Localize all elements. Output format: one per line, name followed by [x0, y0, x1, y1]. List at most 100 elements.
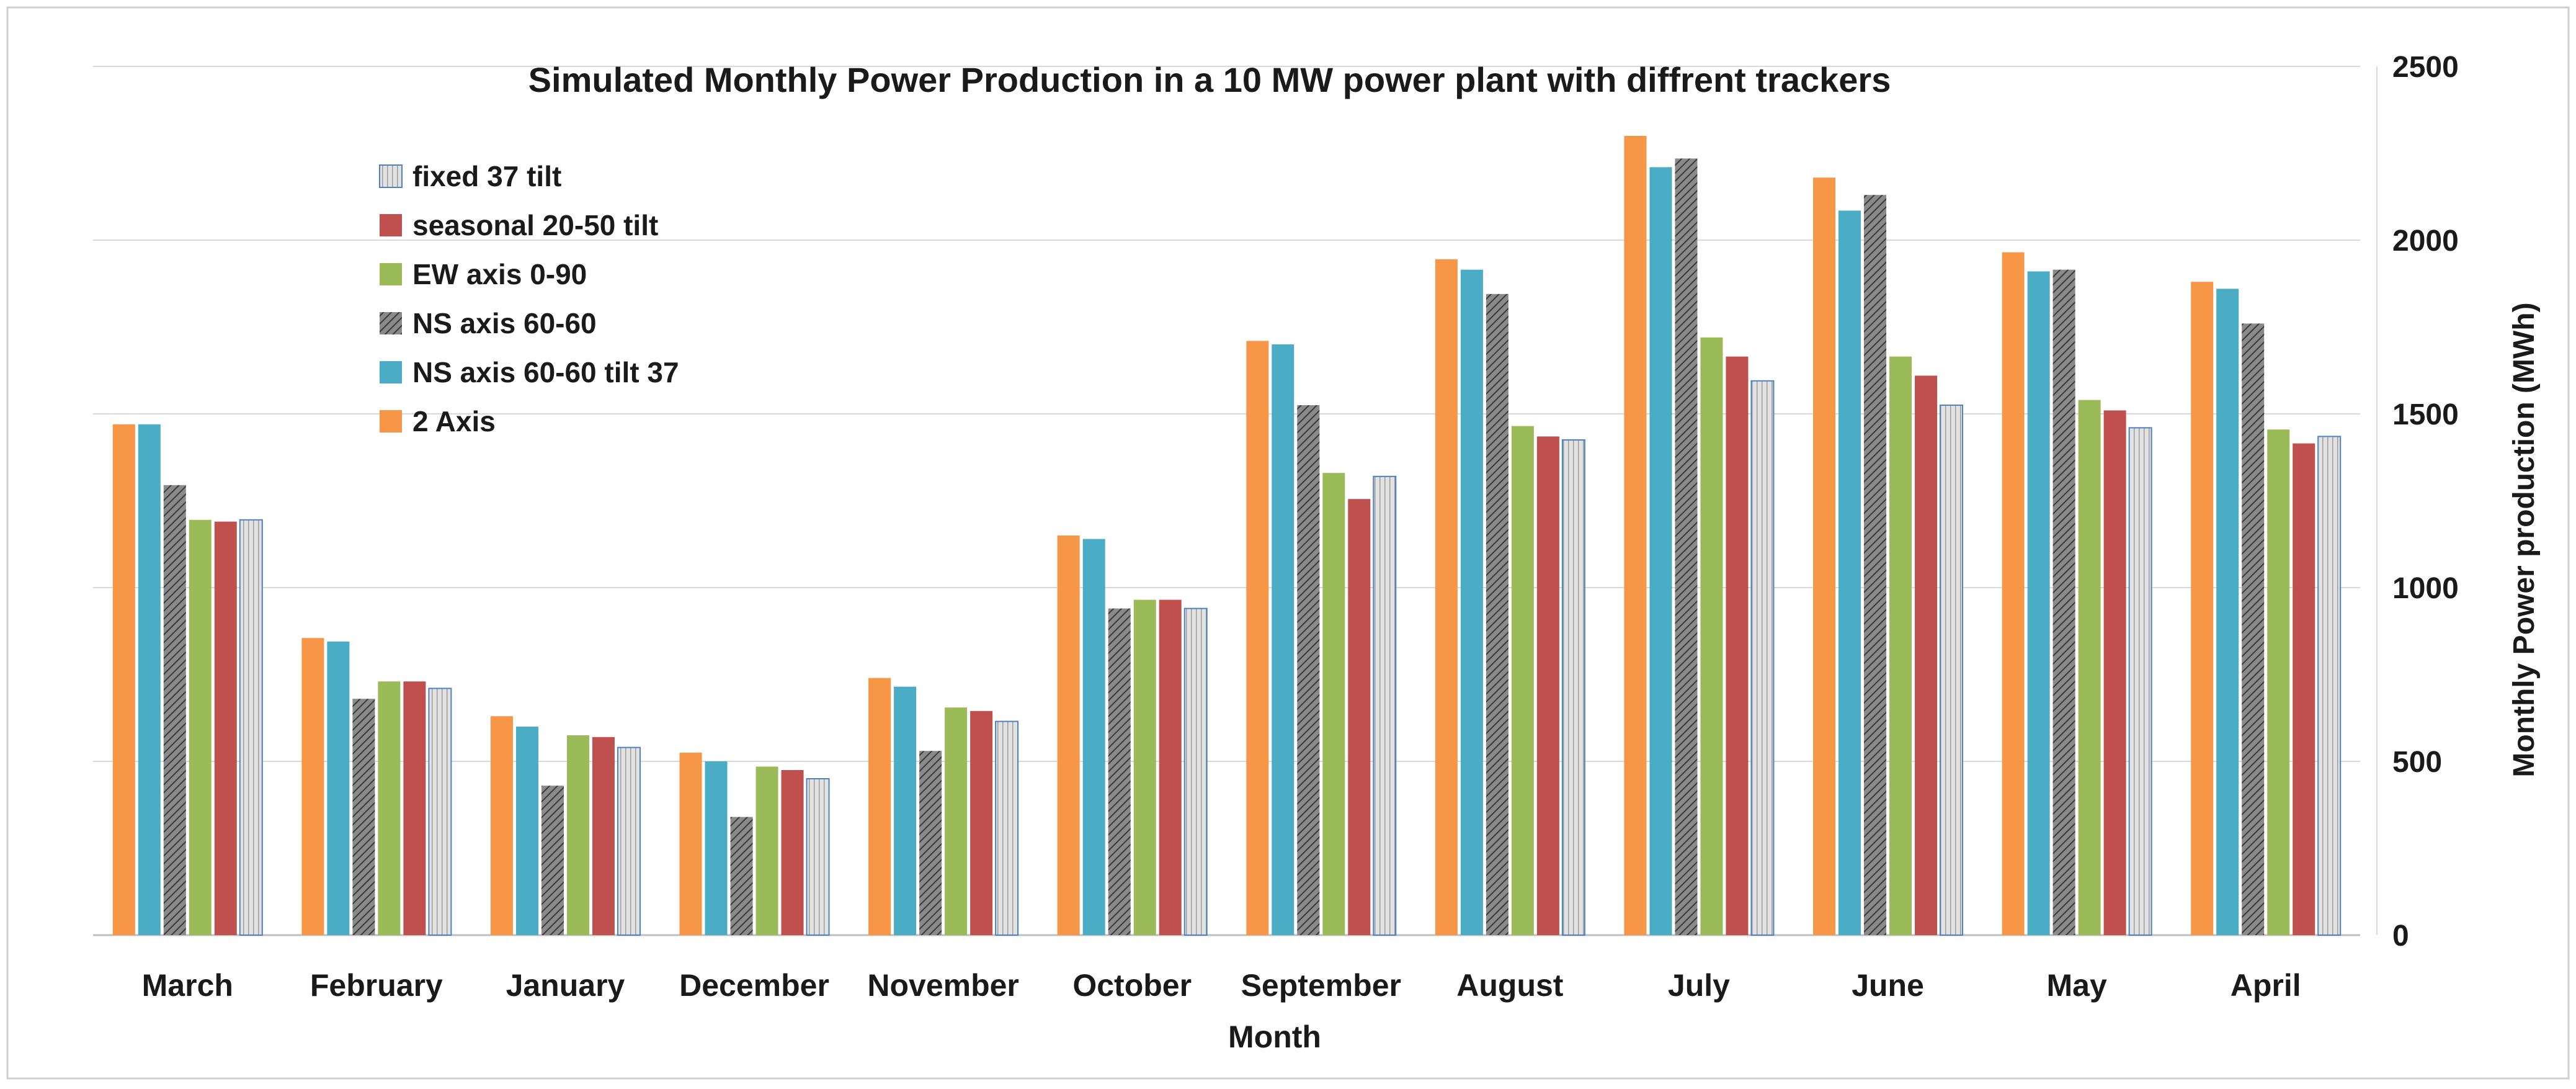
bar-february-fixed-37-tilt: [428, 688, 452, 936]
x-tick-may: May: [2046, 968, 2106, 1003]
bar-september-ns-axis-60-60: [1297, 405, 1320, 935]
bar-january-seasonal-20-50-tilt: [592, 737, 615, 935]
bar-july-fixed-37-tilt: [1750, 380, 1775, 936]
bar-april-ns-axis-60-60: [2242, 323, 2265, 935]
bar-february-seasonal-20-50-tilt: [403, 681, 426, 935]
y-axis-label: Monthly Power production (MWh): [2508, 302, 2541, 777]
legend-swatch-ns-axis-60-60: [380, 312, 402, 334]
bar-october-ns-axis-60-60-tilt-37: [1082, 539, 1105, 935]
chart-title: Simulated Monthly Power Production in a …: [528, 60, 1891, 99]
bar-february-ew-axis-0-90: [378, 681, 401, 935]
bar-july-ew-axis-0-90: [1700, 337, 1723, 935]
bar-september-2-axis: [1246, 341, 1269, 935]
bar-december-seasonal-20-50-tilt: [781, 770, 804, 935]
bar-july-2-axis: [1624, 136, 1647, 935]
bar-june-fixed-37-tilt: [1940, 405, 1964, 936]
legend-swatch-fixed-37-tilt: [379, 164, 403, 188]
bar-may-fixed-37-tilt: [2128, 427, 2152, 936]
x-tick-june: June: [1852, 968, 1924, 1003]
bar-april-ns-axis-60-60-tilt-37: [2216, 289, 2239, 935]
bar-february-ns-axis-60-60: [352, 699, 375, 935]
x-tick-july: July: [1668, 968, 1730, 1003]
bar-august-ns-axis-60-60: [1486, 294, 1509, 935]
legend-swatch-ns-axis-60-60-tilt-37: [380, 361, 402, 383]
x-tick-labels: March February January December November Octo…: [142, 968, 2301, 1003]
legend-label-ns-axis-60-60: NS axis 60-60: [412, 307, 597, 339]
x-tick-december: December: [679, 968, 829, 1003]
bar-may-ns-axis-60-60-tilt-37: [2027, 271, 2050, 935]
bar-june-ns-axis-60-60-tilt-37: [1838, 210, 1861, 935]
bar-september-fixed-37-tilt: [1373, 475, 1397, 936]
bar-january-fixed-37-tilt: [617, 746, 641, 936]
bar-june-seasonal-20-50-tilt: [1915, 375, 1938, 935]
bar-september-seasonal-20-50-tilt: [1348, 499, 1371, 935]
bar-october-seasonal-20-50-tilt: [1159, 599, 1182, 935]
bar-february-2-axis: [301, 638, 324, 935]
bar-january-ns-axis-60-60: [541, 786, 564, 935]
x-tick-february: February: [310, 968, 443, 1003]
y-tick-500: 500: [2392, 746, 2442, 779]
x-axis-label: Month: [1228, 1020, 1321, 1054]
bar-october-ns-axis-60-60: [1108, 608, 1131, 935]
bar-october-ew-axis-0-90: [1133, 599, 1156, 935]
legend-label-2-axis: 2 Axis: [412, 405, 496, 437]
bar-march-ew-axis-0-90: [189, 519, 212, 935]
bar-may-ns-axis-60-60: [2052, 269, 2075, 936]
legend-swatch-seasonal-20-50-tilt: [380, 214, 402, 236]
bar-april-fixed-37-tilt: [2317, 436, 2342, 936]
y-tick-1000: 1000: [2392, 572, 2459, 605]
legend-swatch-2-axis: [380, 410, 402, 432]
bar-july-ns-axis-60-60-tilt-37: [1649, 167, 1672, 935]
bar-august-fixed-37-tilt: [1561, 439, 1585, 936]
bar-august-2-axis: [1435, 259, 1458, 935]
bar-june-2-axis: [1813, 177, 1836, 936]
bar-june-ns-axis-60-60: [1864, 195, 1887, 936]
bars-layer: [112, 136, 2342, 936]
legend-label-seasonal-20-50-tilt: seasonal 20-50 tilt: [412, 209, 658, 241]
bar-october-fixed-37-tilt: [1183, 607, 1208, 936]
bar-may-seasonal-20-50-tilt: [2103, 410, 2126, 935]
bar-may-2-axis: [2002, 252, 2025, 936]
bar-december-ew-axis-0-90: [755, 766, 778, 935]
x-tick-november: November: [867, 968, 1019, 1003]
x-tick-october: October: [1072, 968, 1192, 1003]
x-tick-march: March: [142, 968, 233, 1003]
bar-september-ew-axis-0-90: [1322, 473, 1345, 935]
bar-december-ns-axis-60-60: [730, 817, 753, 935]
bar-december-2-axis: [679, 753, 702, 935]
legend-label-ew-axis-0-90: EW axis 0-90: [412, 258, 587, 290]
bar-november-fixed-37-tilt: [995, 720, 1019, 936]
bar-march-ns-axis-60-60: [163, 485, 186, 935]
gridlines: [93, 66, 2378, 936]
bar-march-fixed-37-tilt: [239, 519, 263, 936]
bar-january-ns-axis-60-60-tilt-37: [515, 727, 538, 935]
y-tick-2500: 2500: [2392, 51, 2459, 84]
bar-february-ns-axis-60-60-tilt-37: [327, 641, 350, 935]
bar-april-ew-axis-0-90: [2267, 429, 2290, 935]
x-tick-april: April: [2231, 968, 2301, 1003]
x-tick-january: January: [506, 968, 625, 1003]
bar-august-ew-axis-0-90: [1511, 426, 1534, 935]
y-tick-1500: 1500: [2392, 398, 2459, 431]
bar-august-seasonal-20-50-tilt: [1536, 436, 1559, 935]
bar-november-ns-axis-60-60: [919, 751, 942, 935]
bar-august-ns-axis-60-60-tilt-37: [1460, 269, 1483, 936]
y-tick-2000: 2000: [2392, 225, 2459, 258]
legend-label-ns-axis-60-60-tilt-37: NS axis 60-60 tilt 37: [412, 356, 679, 388]
bar-march-2-axis: [112, 424, 135, 935]
bar-september-ns-axis-60-60-tilt-37: [1272, 344, 1295, 935]
bar-june-ew-axis-0-90: [1889, 356, 1912, 935]
bar-october-2-axis: [1057, 536, 1080, 935]
bar-november-seasonal-20-50-tilt: [970, 710, 993, 935]
bar-july-seasonal-20-50-tilt: [1726, 356, 1749, 935]
legend: fixed 37 tilt seasonal 20-50 tilt EW axis …: [379, 160, 679, 437]
legend-swatch-ew-axis-0-90: [380, 263, 402, 285]
bar-december-fixed-37-tilt: [806, 778, 830, 936]
bar-november-2-axis: [868, 678, 891, 935]
x-tick-august: August: [1456, 968, 1564, 1003]
bar-november-ew-axis-0-90: [945, 707, 968, 935]
bar-april-seasonal-20-50-tilt: [2293, 443, 2315, 935]
bar-january-2-axis: [490, 716, 513, 935]
